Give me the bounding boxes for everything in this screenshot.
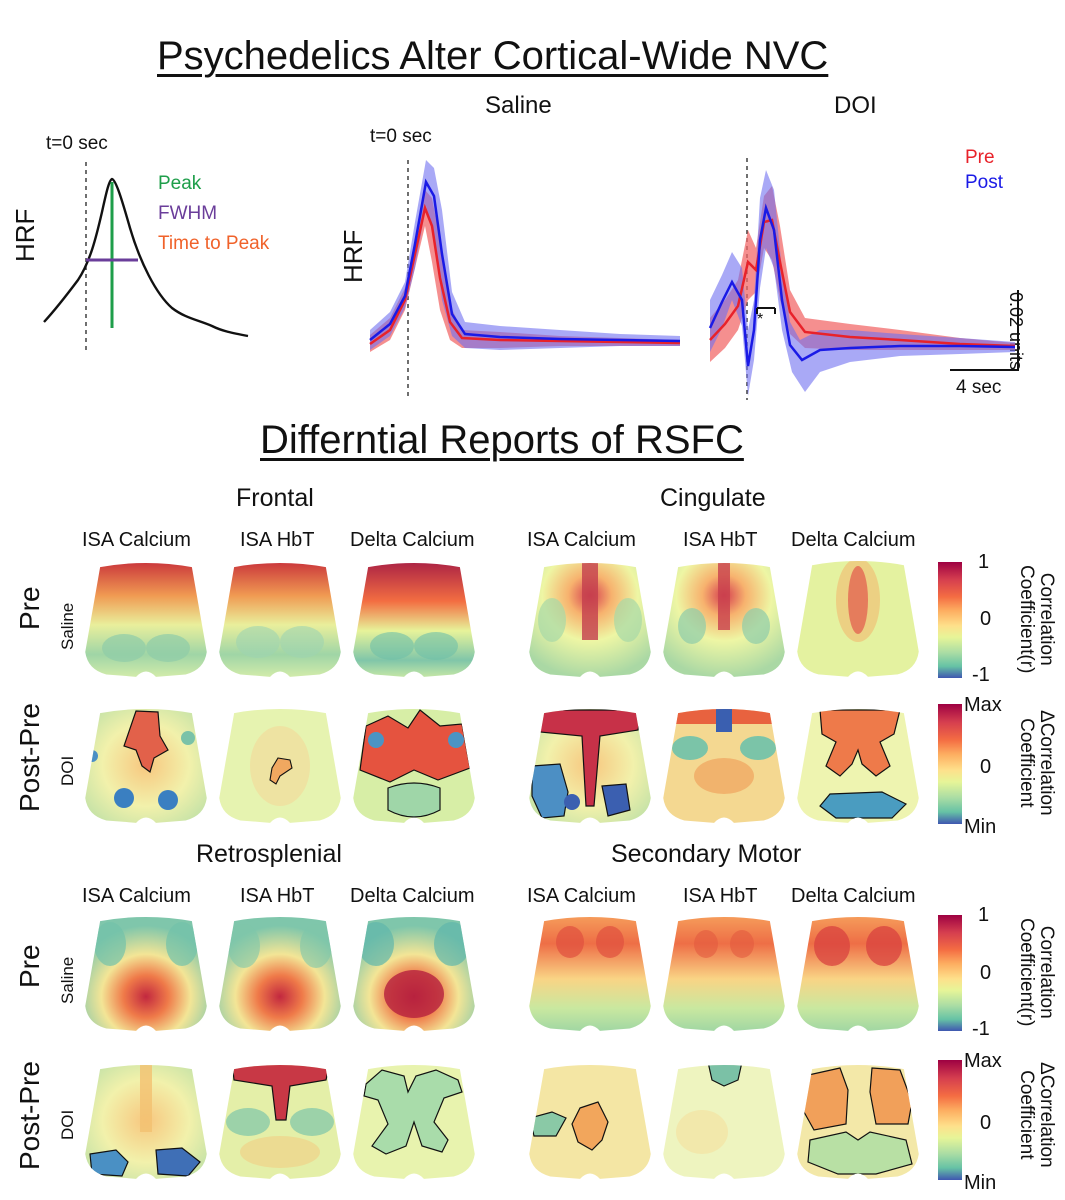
brain-map-retrosplenial-delta-calcium-diff xyxy=(352,1062,476,1180)
col-delta-calcium: Delta Calcium xyxy=(350,885,475,907)
brain-map-retrosplenial-isa-calcium-pre xyxy=(84,914,208,1032)
brain-map-secondary-motor-isa-calcium-diff xyxy=(528,1062,652,1180)
brain-map-cingulate-isa-hbt-diff xyxy=(662,706,786,824)
legend-post: Post xyxy=(965,172,1004,193)
saline-label: Saline xyxy=(485,92,552,119)
col-delta-calcium: Delta Calcium xyxy=(791,529,916,551)
doi-label: DOI xyxy=(834,92,877,119)
col-isa-hbt: ISA HbT xyxy=(240,885,315,907)
brain-map-secondary-motor-isa-hbt-diff xyxy=(662,1062,786,1180)
col-delta-calcium: Delta Calcium xyxy=(350,529,475,551)
col-isa-hbt: ISA HbT xyxy=(683,885,758,907)
section-retrosplenial: Retrosplenial xyxy=(196,840,342,868)
section-frontal: Frontal xyxy=(236,484,314,512)
row-label-pre: Pre xyxy=(14,944,45,988)
col-isa-calcium: ISA Calcium xyxy=(82,885,191,907)
row-label-pre: Pre xyxy=(14,586,45,630)
brain-map-frontal-delta-calcium-diff xyxy=(352,706,476,824)
col-isa-calcium: ISA Calcium xyxy=(82,529,191,551)
rsfc-title: Differntial Reports of RSFC xyxy=(260,418,744,462)
row-sub-doi: DOI xyxy=(58,755,77,786)
traces-t0-label: t=0 sec xyxy=(370,126,432,147)
brain-map-cingulate-isa-hbt-pre xyxy=(662,560,786,678)
cb2-max: Max xyxy=(964,694,1002,716)
saline-pre-line xyxy=(369,203,681,346)
saline-post-band xyxy=(370,160,680,350)
cb1-min: -1 xyxy=(972,664,990,686)
cb2-min: Min xyxy=(964,816,997,838)
cb4-min: Min xyxy=(964,1172,997,1194)
brain-map-frontal-isa-hbt-diff xyxy=(218,706,342,824)
brain-map-secondary-motor-delta-calcium-pre xyxy=(796,914,920,1032)
brain-map-retrosplenial-isa-calcium-diff xyxy=(84,1062,208,1180)
colorbar-delta-top xyxy=(938,704,962,824)
col-delta-calcium: Delta Calcium xyxy=(791,885,916,907)
significance-star: * xyxy=(757,311,764,328)
brain-map-secondary-motor-isa-hbt-pre xyxy=(662,914,786,1032)
col-isa-calcium: ISA Calcium xyxy=(527,529,636,551)
row-sub-saline: Saline xyxy=(58,602,77,650)
cb4-mid: 0 xyxy=(980,1112,992,1134)
nvc-title: Psychedelics Alter Cortical-Wide NVC xyxy=(157,34,829,78)
cb2-mid: 0 xyxy=(980,756,992,778)
brain-map-frontal-isa-hbt-pre xyxy=(218,560,342,678)
legend-fwhm: FWHM xyxy=(158,203,218,224)
brain-map-secondary-motor-delta-calcium-diff xyxy=(796,1062,920,1180)
brain-map-secondary-motor-isa-calcium-pre xyxy=(528,914,652,1032)
col-isa-hbt: ISA HbT xyxy=(240,529,315,551)
brain-map-cingulate-delta-calcium-pre xyxy=(796,560,920,678)
brain-map-cingulate-isa-calcium-diff xyxy=(528,706,652,824)
saline-post-line xyxy=(369,178,681,343)
cb2-label: ΔCorrelation Coefficient xyxy=(1016,710,1057,816)
col-isa-calcium: ISA Calcium xyxy=(527,885,636,907)
cb4-max: Max xyxy=(964,1050,1002,1072)
doi-post-band xyxy=(710,170,1015,396)
colorbar-delta-bottom xyxy=(938,1060,962,1180)
hrf-schematic-plot xyxy=(43,162,249,350)
cb3-label: Correlation Coefficient(r) xyxy=(1016,918,1057,1027)
brain-map-frontal-isa-calcium-pre xyxy=(84,560,208,678)
section-cingulate: Cingulate xyxy=(660,484,766,512)
doi-post-line xyxy=(708,203,1016,367)
cb3-mid: 0 xyxy=(980,962,992,984)
legend-time-to-peak: Time to Peak xyxy=(158,233,270,254)
brain-map-retrosplenial-isa-hbt-diff xyxy=(218,1062,342,1180)
brain-map-retrosplenial-isa-hbt-pre xyxy=(218,914,342,1032)
cb1-label: Correlation Coefficient(r) xyxy=(1016,565,1057,674)
row-label-post-pre: Post-Pre xyxy=(14,703,45,812)
cb1-mid: 0 xyxy=(980,608,992,630)
colorbar-correlation-bottom xyxy=(938,915,962,1031)
brain-map-frontal-delta-calcium-pre xyxy=(352,560,476,678)
row-sub-saline: Saline xyxy=(58,956,77,1004)
row-label-post-pre: Post-Pre xyxy=(14,1061,45,1170)
colorbar-correlation-top xyxy=(938,562,962,678)
scale-x-label: 4 sec xyxy=(956,377,1002,398)
cb3-min: -1 xyxy=(972,1018,990,1040)
hrf-trace-plots xyxy=(369,158,1019,400)
brain-map-cingulate-delta-calcium-diff xyxy=(796,706,920,824)
brain-map-cingulate-isa-calcium-pre xyxy=(528,560,652,678)
row-sub-doi: DOI xyxy=(58,1109,77,1140)
cb3-max: 1 xyxy=(978,904,990,926)
brain-map-retrosplenial-delta-calcium-pre xyxy=(352,914,476,1032)
col-isa-hbt: ISA HbT xyxy=(683,529,758,551)
legend-pre: Pre xyxy=(965,147,995,168)
cb1-max: 1 xyxy=(978,551,990,573)
schematic-t0-label: t=0 sec xyxy=(46,133,108,154)
legend-peak: Peak xyxy=(158,173,202,194)
cb4-label: ΔCorrelation Coefficient xyxy=(1016,1062,1057,1168)
section-secondary-motor: Secondary Motor xyxy=(611,840,802,868)
brain-map-frontal-isa-calcium-diff xyxy=(84,706,208,824)
